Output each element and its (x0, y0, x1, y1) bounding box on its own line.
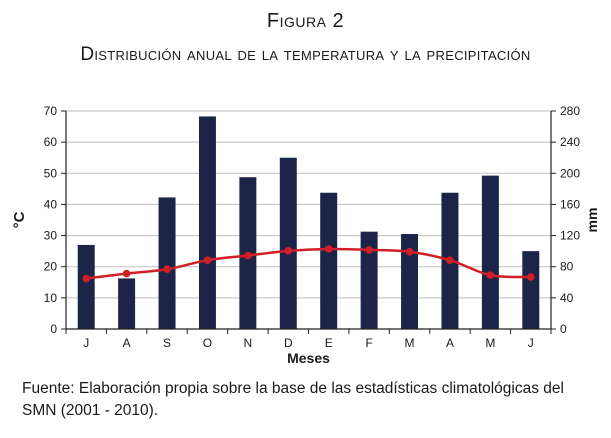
precipitation-bar (522, 251, 540, 329)
temperature-line (82, 245, 535, 283)
precipitation-bar (198, 116, 216, 329)
x-tick-label: D (284, 336, 293, 350)
temperature-point (365, 246, 373, 254)
figure-title: Distribución anual de la temperatura y l… (80, 44, 531, 65)
precipitation-bar (401, 234, 419, 329)
precipitation-bar (360, 231, 378, 329)
right-tick-label: 80 (560, 260, 574, 274)
left-axis-title: °C (11, 211, 28, 228)
x-tick-label: J (83, 336, 89, 350)
precipitation-bar (481, 175, 499, 329)
left-tick-label: 70 (44, 104, 58, 118)
right-tick-label: 200 (560, 166, 580, 180)
x-tick-label: N (244, 336, 253, 350)
left-tick-label: 30 (44, 229, 58, 243)
temperature-point (405, 247, 414, 256)
x-tick-label: E (325, 336, 333, 350)
left-tick-label: 50 (44, 166, 58, 180)
left-tick-label: 60 (44, 135, 58, 149)
right-tick-label: 0 (560, 322, 567, 336)
figure-caption: Fuente: Elaboración propia sobre la base… (22, 380, 564, 419)
x-axis-title: Meses (287, 350, 330, 366)
left-tick-label: 0 (50, 322, 57, 336)
temperature-point (486, 271, 495, 279)
left-tick-label: 10 (44, 291, 58, 305)
left-tick-label: 20 (44, 260, 58, 274)
temperature-point (82, 274, 91, 283)
temperature-point (284, 247, 293, 255)
x-tick-label: F (365, 336, 372, 350)
right-tick-label: 120 (560, 229, 580, 243)
temperature-curve (86, 247, 531, 280)
right-axis-title: mm (584, 208, 600, 233)
x-tick-label: A (123, 336, 131, 350)
temperature-point (244, 251, 252, 260)
precipitation-bar (320, 192, 338, 329)
temperature-point (122, 269, 131, 278)
x-tick-label: M (485, 336, 495, 350)
precipitation-bars (77, 116, 540, 329)
temperature-point (203, 256, 212, 264)
precipitation-bar (279, 157, 297, 329)
right-tick-label: 240 (560, 135, 580, 149)
x-tick-label: S (163, 336, 171, 350)
figure-number: Figura 2 (266, 10, 345, 32)
right-tick-label: 280 (560, 104, 580, 118)
temperature-point (324, 245, 333, 253)
left-tick-label: 40 (44, 197, 58, 211)
right-tick-label: 40 (560, 291, 574, 305)
x-tick-label: O (203, 336, 212, 350)
precipitation-bar (118, 278, 136, 329)
precipitation-bar (158, 197, 176, 329)
temperature-point (446, 256, 454, 264)
x-tick-label: A (446, 336, 454, 350)
temperature-point (163, 265, 171, 274)
x-tick-label: J (528, 336, 534, 350)
right-tick-label: 160 (560, 197, 580, 211)
x-tick-label: M (405, 336, 415, 350)
gridlines (66, 110, 551, 299)
temperature-point (526, 273, 535, 281)
precipitation-bar (77, 244, 95, 329)
climate-chart: 0 10 20 30 40 50 60 70 0 40 80 120 160 200 240 280 J A S O N… (11, 104, 600, 366)
axes: 0 10 20 30 40 50 60 70 0 40 80 120 160 200 240 280 J A S O N… (44, 104, 581, 350)
